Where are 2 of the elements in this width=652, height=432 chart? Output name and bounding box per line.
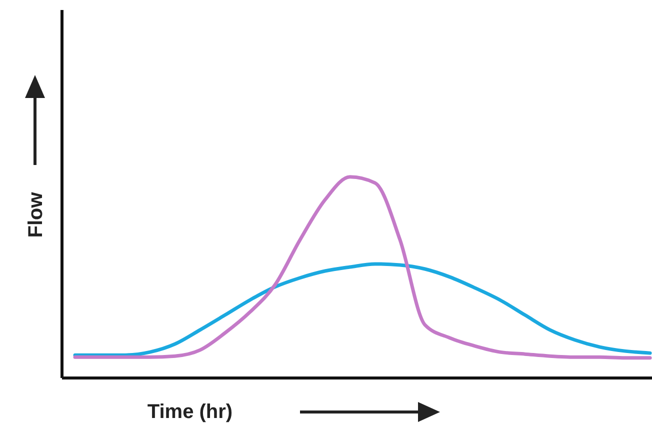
y-axis-title: Flow (25, 192, 47, 238)
x-axis-title: Time (hr) (147, 401, 233, 423)
